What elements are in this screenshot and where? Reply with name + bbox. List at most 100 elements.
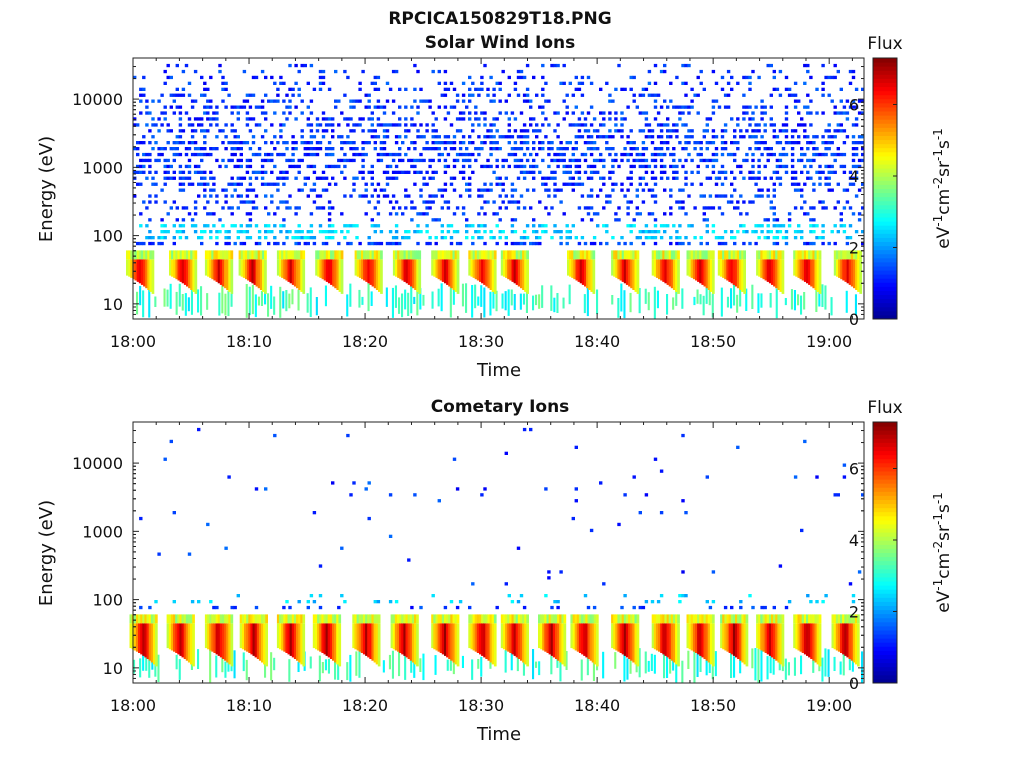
- flux-cell: [812, 141, 816, 145]
- flux-cell: [766, 236, 770, 240]
- burst-cell: [327, 250, 331, 260]
- burst-cell: [701, 623, 705, 658]
- flux-cell: [632, 605, 636, 610]
- flux-cell: [522, 164, 527, 169]
- flux-cell: [227, 206, 231, 210]
- flux-cell: [465, 283, 468, 313]
- flux-cell: [264, 288, 267, 305]
- flux-cell: [653, 194, 658, 198]
- flux-cell: [510, 200, 515, 204]
- flux-cell: [602, 582, 606, 586]
- flux-cell: [139, 658, 142, 678]
- flux-cell: [760, 224, 764, 228]
- colorbar-swatch: [873, 212, 897, 218]
- burst-cell: [380, 250, 383, 260]
- flux-cell: [340, 212, 344, 216]
- flux-cell: [203, 152, 207, 157]
- flux-cell: [370, 194, 374, 198]
- flux-cell: [401, 293, 404, 318]
- burst-cell: [808, 259, 811, 285]
- burst-cell: [574, 623, 578, 651]
- burst-cell: [664, 614, 668, 624]
- flux-cell: [778, 152, 783, 157]
- burst-cell: [655, 614, 659, 624]
- flux-cell: [404, 651, 407, 680]
- colorbar-swatch: [873, 540, 897, 545]
- flux-cell: [224, 105, 228, 109]
- flux-cell: [187, 123, 192, 127]
- flux-cell: [541, 182, 545, 186]
- flux-cell: [529, 241, 533, 246]
- burst-cell: [454, 250, 458, 260]
- flux-cell: [346, 230, 350, 234]
- burst-cell: [211, 250, 214, 260]
- flux-cell: [754, 176, 758, 180]
- flux-cell: [315, 297, 318, 316]
- burst-cell: [291, 614, 295, 624]
- burst-cell: [677, 623, 680, 667]
- flux-cell: [562, 164, 566, 169]
- flux-cell: [763, 147, 767, 151]
- burst-cell: [215, 259, 219, 282]
- flux-cell: [529, 170, 533, 174]
- flux-cell: [720, 75, 725, 80]
- flux-cell: [233, 241, 237, 246]
- flux-cell: [358, 87, 362, 91]
- flux-cell: [824, 129, 828, 133]
- flux-cell: [775, 241, 780, 246]
- flux-cell: [394, 200, 399, 204]
- flux-cell: [452, 284, 455, 305]
- burst-cell: [377, 623, 381, 667]
- flux-cell: [672, 164, 676, 169]
- flux-cell: [529, 152, 533, 157]
- burst-cell: [756, 614, 759, 624]
- burst-cell: [317, 259, 320, 277]
- flux-cell: [641, 176, 646, 180]
- flux-cell: [702, 218, 706, 222]
- flux-cell: [574, 123, 578, 127]
- flux-cell: [790, 182, 795, 186]
- flux-cell: [550, 147, 554, 151]
- flux-cell: [842, 141, 847, 145]
- burst-cell: [655, 250, 659, 260]
- flux-cell: [465, 224, 469, 228]
- flux-cell: [492, 147, 496, 151]
- burst-cell: [743, 259, 746, 294]
- flux-cell: [297, 600, 301, 604]
- burst-cell: [775, 614, 778, 624]
- burst-cell: [317, 614, 320, 624]
- flux-cell: [343, 152, 347, 157]
- flux-cell: [535, 123, 539, 127]
- colorbar-swatch: [873, 625, 897, 631]
- flux-cell: [516, 75, 521, 80]
- flux-cell: [282, 99, 286, 103]
- flux-cell: [166, 75, 170, 80]
- flux-cell: [583, 123, 588, 127]
- flux-cell: [519, 147, 524, 151]
- flux-cell: [254, 75, 259, 80]
- burst-cell: [756, 250, 759, 260]
- flux-cell: [504, 176, 508, 180]
- flux-cell: [254, 224, 259, 228]
- burst-cell: [699, 250, 702, 260]
- colorbar-swatch: [873, 208, 897, 214]
- flux-cell: [474, 117, 478, 121]
- flux-cell: [324, 659, 327, 671]
- flux-cell: [507, 289, 510, 316]
- colorbar-swatch: [873, 184, 897, 189]
- flux-cell: [468, 188, 472, 192]
- flux-cell: [458, 147, 463, 151]
- burst-cell: [686, 614, 690, 624]
- flux-cell: [766, 158, 770, 163]
- flux-cell: [169, 75, 173, 80]
- burst-cell: [781, 250, 785, 260]
- burst-cell: [520, 614, 523, 624]
- burst-cell: [134, 259, 138, 281]
- colorbar-swatch: [873, 123, 897, 128]
- flux-cell: [821, 284, 824, 307]
- flux-cell: [614, 117, 618, 121]
- colorbar-swatch: [873, 314, 897, 320]
- flux-cell: [349, 654, 352, 682]
- flux-cell: [318, 564, 323, 568]
- burst-cell: [540, 614, 543, 624]
